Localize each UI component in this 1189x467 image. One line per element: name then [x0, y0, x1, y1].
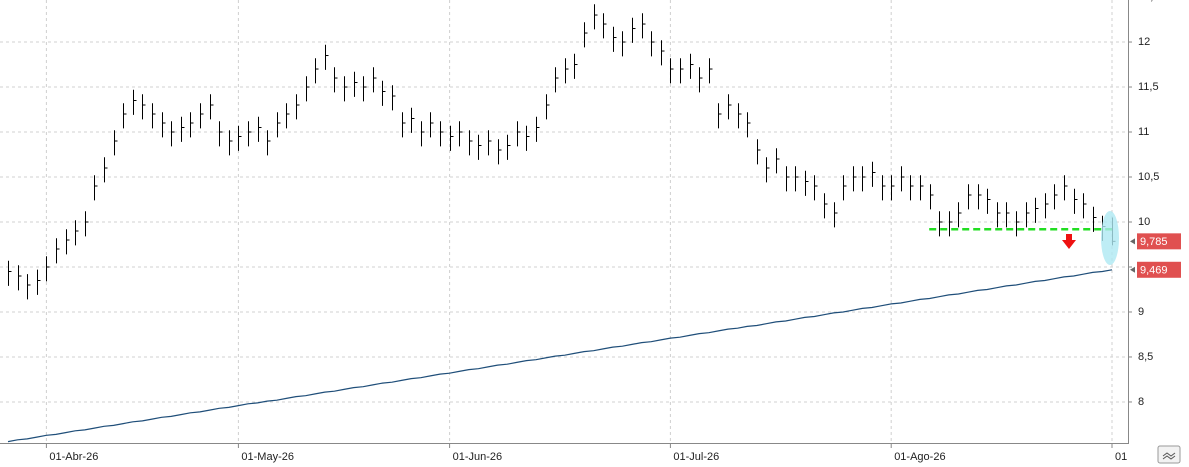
highlight-ellipse [1101, 211, 1119, 265]
x-tick-label: 01-May-26 [241, 451, 294, 463]
close-tag-pointer [1130, 238, 1135, 245]
down-arrow [1062, 234, 1076, 249]
y-tick-label: 10,5 [1138, 171, 1159, 183]
scale-button-icon [1162, 452, 1176, 460]
y-tick-label: 12,5 [1138, 0, 1159, 3]
y-tick-label: 8 [1138, 396, 1144, 408]
close-tag-label: 9,785 [1140, 236, 1168, 248]
x-tick-label: 01-Ago-26 [894, 451, 945, 463]
ma-tag-label: 9,469 [1140, 265, 1168, 277]
y-tick-label: 8,5 [1138, 351, 1153, 363]
ma-tag [1137, 261, 1181, 278]
moving-average-line [7, 269, 1113, 443]
x-tick-label: 01 [1115, 451, 1127, 463]
y-tick-label: 12 [1138, 36, 1150, 48]
y-tick-label: 10 [1138, 216, 1150, 228]
y-tick-label: 9 [1138, 306, 1144, 318]
y-tick-label: 11 [1138, 126, 1149, 138]
x-tick-label: 01-Jun-26 [453, 451, 503, 463]
x-tick-label: 01-Jul-26 [673, 451, 719, 463]
y-tick-label: 11,5 [1138, 81, 1159, 93]
ma-tag-pointer [1130, 266, 1135, 273]
close-tag [1137, 233, 1181, 250]
x-tick-label: 01-Abr-26 [49, 451, 98, 463]
